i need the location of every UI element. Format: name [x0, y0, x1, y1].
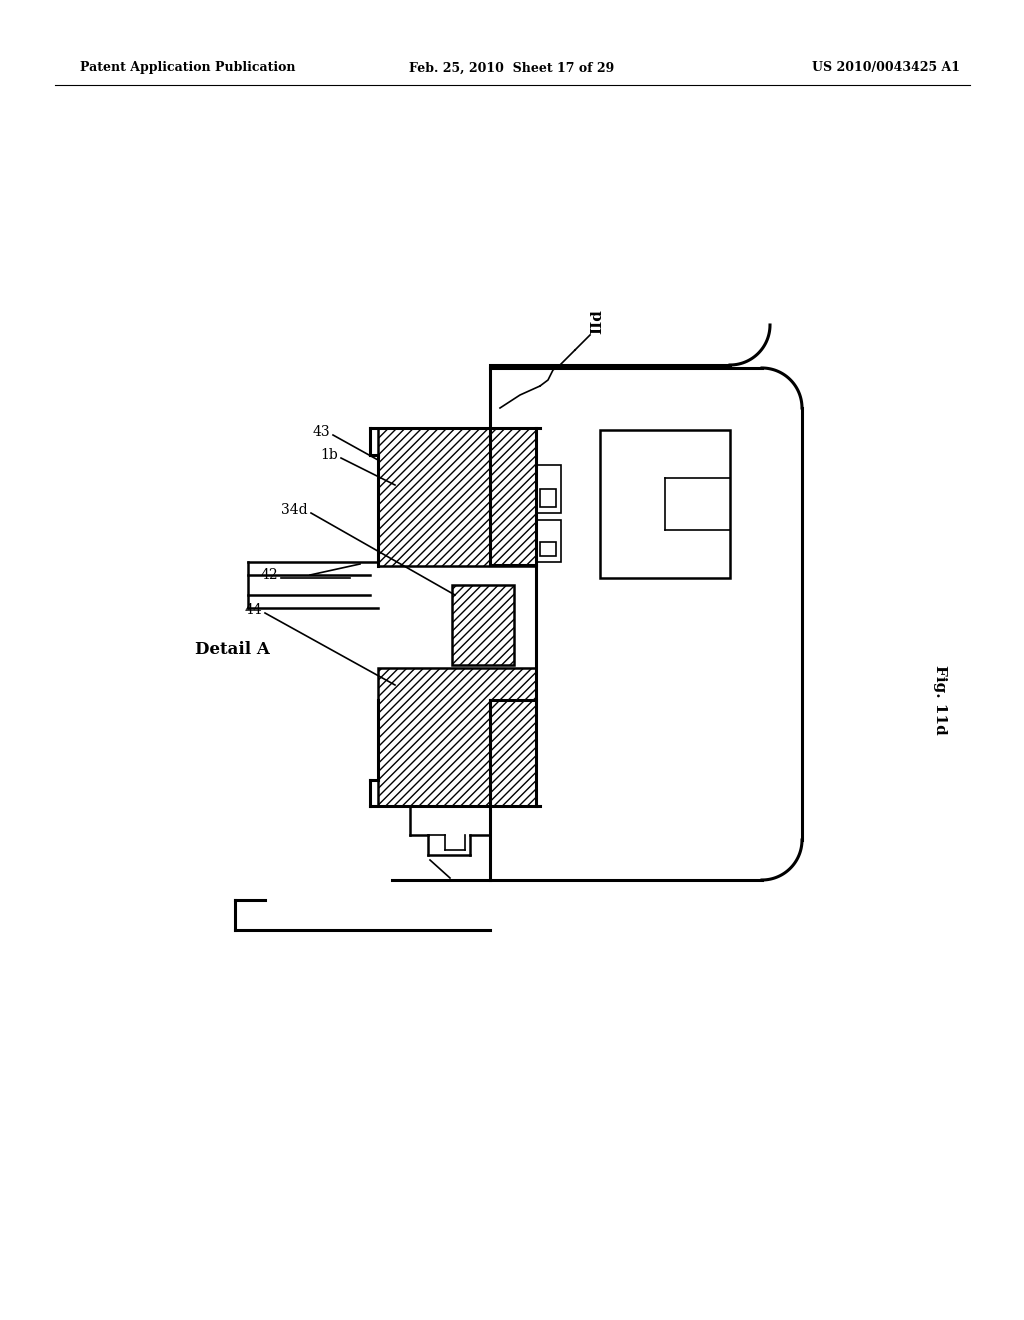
Bar: [378, 668, 536, 807]
Text: Patent Application Publication: Patent Application Publication: [80, 62, 296, 74]
Bar: [600, 430, 730, 578]
Bar: [540, 488, 556, 507]
Text: Feb. 25, 2010  Sheet 17 of 29: Feb. 25, 2010 Sheet 17 of 29: [410, 62, 614, 74]
Text: 34d: 34d: [282, 503, 308, 517]
Text: US 2010/0043425 A1: US 2010/0043425 A1: [812, 62, 961, 74]
Text: 42: 42: [260, 568, 278, 582]
Text: 43: 43: [312, 425, 330, 440]
Text: Detail A: Detail A: [195, 642, 270, 659]
Bar: [536, 465, 561, 513]
Bar: [536, 520, 561, 562]
Bar: [452, 585, 514, 665]
Text: Fig. 11d: Fig. 11d: [933, 665, 947, 735]
Text: 44: 44: [245, 603, 262, 616]
Text: IId: IId: [590, 310, 604, 334]
Text: 1b: 1b: [321, 447, 338, 462]
Bar: [378, 428, 536, 566]
Bar: [540, 543, 556, 556]
